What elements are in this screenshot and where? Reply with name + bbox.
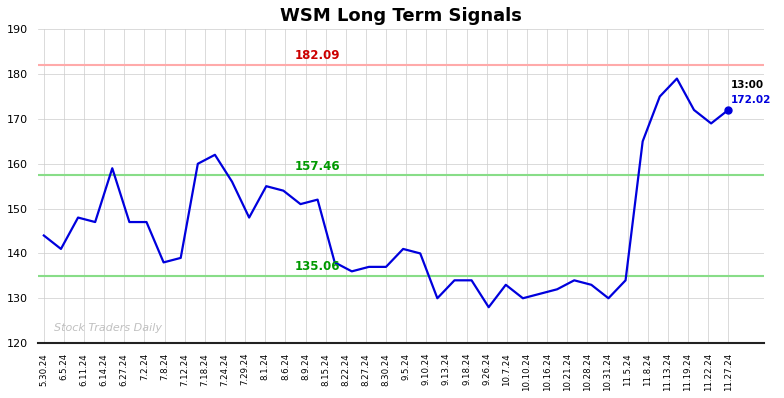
Text: 135.06: 135.06 bbox=[295, 260, 340, 273]
Title: WSM Long Term Signals: WSM Long Term Signals bbox=[280, 7, 522, 25]
Text: 157.46: 157.46 bbox=[295, 160, 340, 173]
Text: 13:00: 13:00 bbox=[731, 80, 764, 90]
Text: 182.09: 182.09 bbox=[295, 49, 340, 62]
Text: 172.02: 172.02 bbox=[731, 96, 771, 105]
Text: Stock Traders Daily: Stock Traders Daily bbox=[54, 323, 162, 333]
